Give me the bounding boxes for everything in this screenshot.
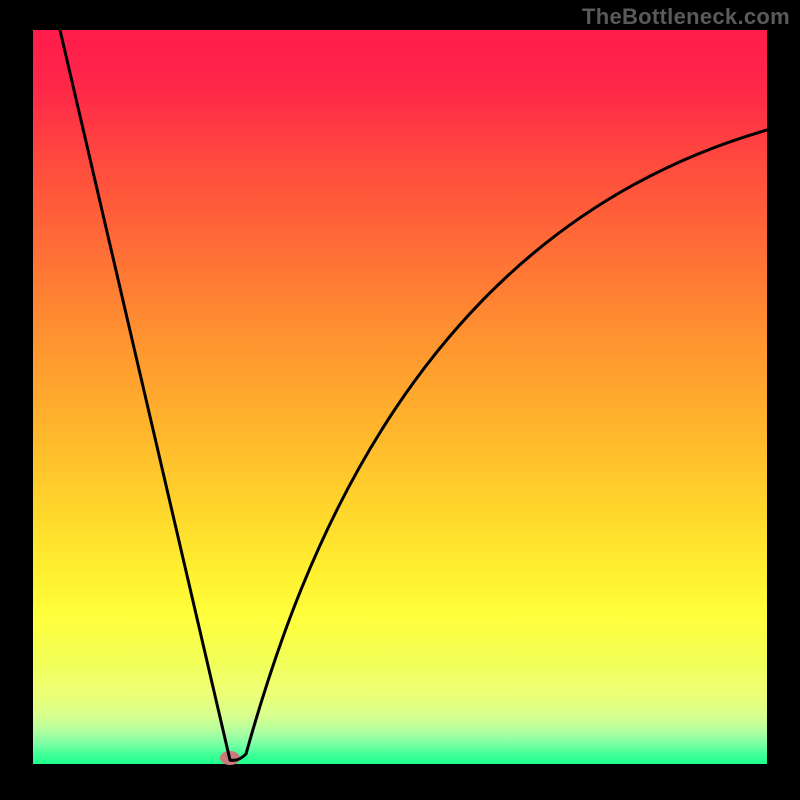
chart-container: { "watermark": { "text": "TheBottleneck.… [0, 0, 800, 800]
plot-background [33, 30, 767, 764]
bottleneck-chart [0, 0, 800, 800]
watermark-text: TheBottleneck.com [582, 4, 790, 30]
